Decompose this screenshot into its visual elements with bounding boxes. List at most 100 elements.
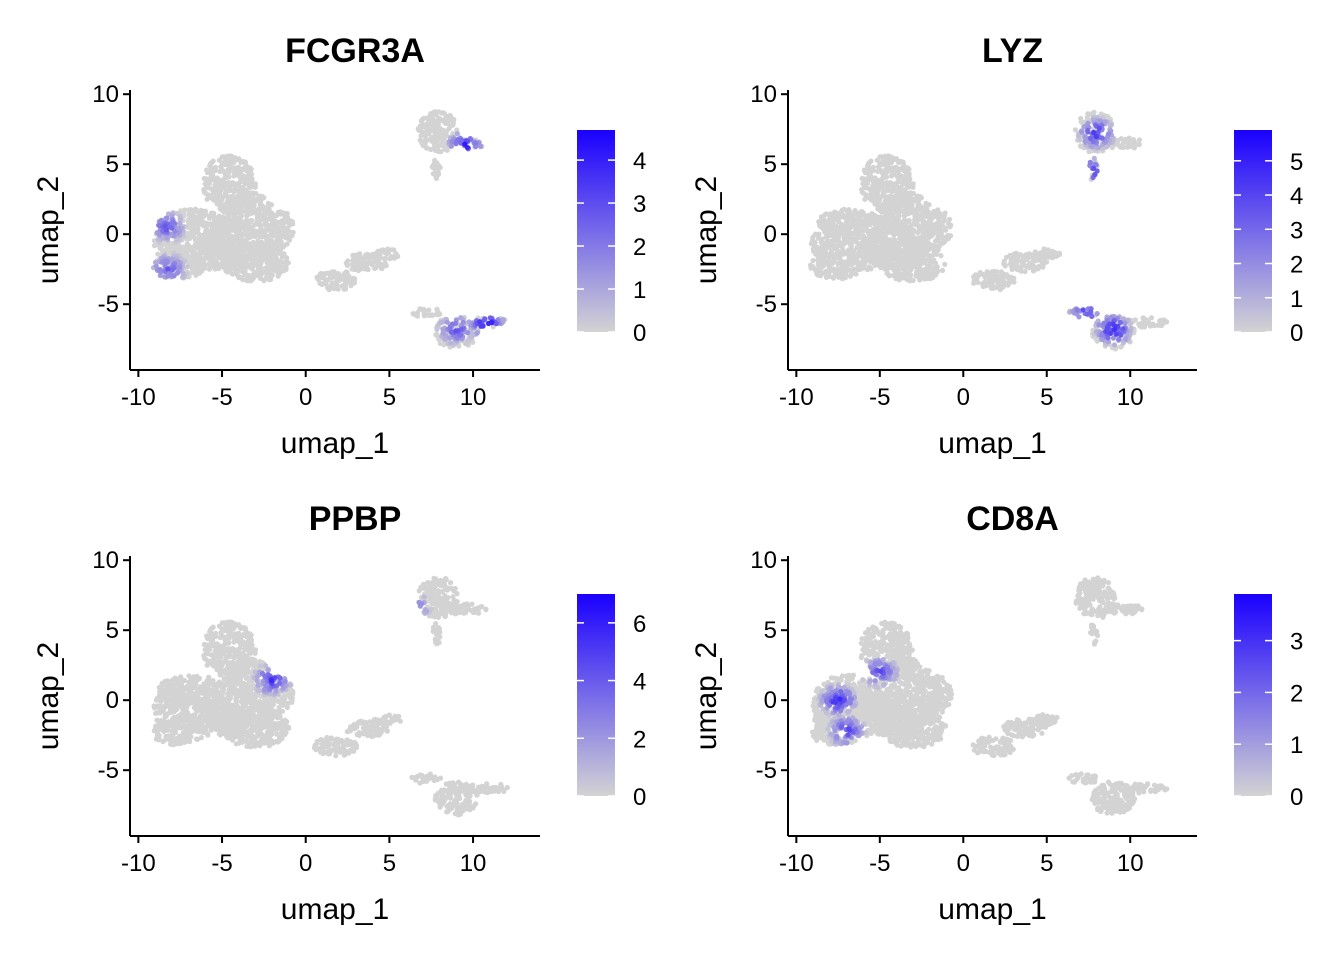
x-tick-label: 0 — [957, 384, 970, 411]
cell-point — [228, 164, 234, 170]
cell-point — [937, 234, 943, 240]
cell-point — [155, 251, 161, 257]
y-tick-label: 10 — [92, 81, 119, 108]
cell-point — [926, 242, 932, 248]
cell-point — [1143, 317, 1150, 323]
expressing-cell-point — [1120, 326, 1126, 332]
expressing-cell-point — [170, 219, 176, 225]
cell-point — [199, 214, 205, 220]
cell-point — [220, 194, 226, 200]
expressing-cell-point — [480, 323, 486, 329]
cell-point — [263, 265, 270, 271]
cell-point — [841, 241, 848, 247]
cell-point — [384, 248, 390, 254]
cell-point — [822, 211, 828, 218]
expressing-cell-point — [489, 319, 495, 325]
cell-point — [217, 262, 223, 268]
cell-point — [842, 272, 849, 279]
cell-point — [202, 235, 208, 241]
cell-point — [391, 255, 397, 261]
cell-point — [211, 225, 217, 231]
cell-point — [440, 127, 446, 133]
expressing-cell-point — [1089, 313, 1095, 319]
cell-point — [888, 216, 895, 223]
cell-point — [278, 239, 284, 245]
cell-point — [254, 212, 260, 218]
cell-point — [432, 157, 438, 164]
cell-point — [326, 284, 332, 290]
cell-point — [243, 238, 249, 244]
cell-point — [1042, 251, 1048, 258]
cell-point — [883, 214, 889, 220]
cell-point — [246, 190, 252, 196]
panel-title: LYZ — [982, 32, 1043, 70]
cell-point — [234, 156, 240, 162]
cell-point — [275, 243, 281, 249]
cell-point — [914, 271, 920, 277]
cell-point — [907, 182, 913, 188]
cell-point — [252, 234, 258, 240]
cell-point — [257, 233, 263, 239]
expressing-cell-point — [1094, 311, 1100, 317]
cell-point — [946, 216, 953, 222]
cell-point — [934, 220, 941, 227]
cell-point — [278, 211, 284, 217]
cell-point — [938, 253, 944, 259]
cell-point — [886, 153, 893, 159]
cell-point — [241, 266, 247, 272]
expressing-cell-point — [1080, 307, 1086, 313]
x-tick-label: 5 — [383, 384, 396, 411]
cell-point — [921, 244, 927, 250]
x-tick-label: 5 — [1040, 384, 1053, 411]
cell-point — [884, 188, 890, 194]
cell-point — [835, 235, 842, 241]
cell-point — [203, 227, 209, 233]
cell-point — [856, 262, 862, 268]
cell-point — [219, 234, 225, 240]
cell-point — [920, 232, 926, 239]
cell-point — [281, 229, 287, 236]
cell-point — [185, 232, 191, 238]
cell-point — [226, 224, 232, 230]
cell-point — [236, 215, 243, 221]
cell-point — [928, 233, 934, 239]
cell-point — [261, 221, 268, 227]
x-axis-label: umap_1 — [938, 427, 1046, 460]
expressing-cell-point — [1075, 133, 1082, 139]
cell-point — [879, 232, 885, 238]
cell-point — [431, 119, 437, 125]
cell-point — [228, 158, 234, 164]
cell-point — [237, 206, 243, 212]
cell-point — [318, 270, 324, 276]
cell-point — [224, 242, 230, 248]
expressing-cell-point — [473, 140, 479, 146]
cell-point — [889, 223, 895, 229]
cell-point — [210, 254, 216, 260]
cell-point — [851, 220, 857, 226]
cell-point — [238, 193, 244, 199]
cell-point — [425, 123, 431, 129]
cell-point — [245, 200, 251, 206]
cell-point — [191, 251, 197, 257]
cell-point — [849, 240, 855, 246]
cell-point — [839, 207, 846, 213]
cell-point — [928, 217, 934, 223]
cell-point — [896, 160, 902, 166]
expressing-cell-point — [1122, 320, 1128, 326]
cell-point — [942, 238, 948, 245]
cell-point — [421, 311, 427, 317]
cell-point — [436, 115, 442, 121]
cell-point — [435, 125, 441, 131]
x-axis-label: umap_1 — [281, 427, 389, 460]
cell-point — [885, 246, 891, 252]
cell-point — [286, 237, 293, 243]
cell-point — [255, 238, 261, 244]
expressing-cell-point — [1108, 330, 1114, 336]
cell-point — [892, 272, 898, 278]
cell-point — [249, 261, 255, 267]
cell-point — [281, 251, 287, 257]
cell-point — [257, 247, 263, 253]
cell-point — [240, 254, 246, 261]
